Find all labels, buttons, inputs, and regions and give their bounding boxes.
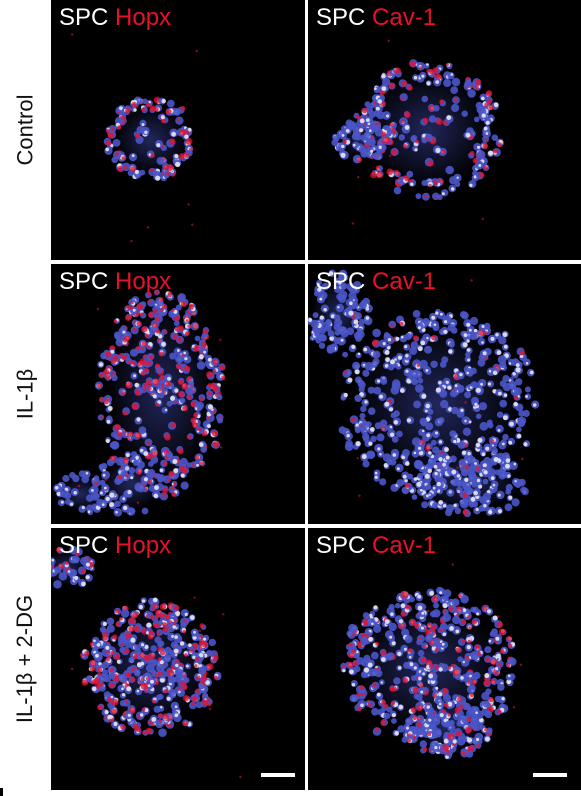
panel-il1b-2dg-hopx: SPC Hopx: [51, 528, 305, 790]
marker-b-label: Hopx: [115, 532, 171, 559]
marker-b-label: Hopx: [115, 4, 171, 31]
marker-a-label: SPC: [59, 532, 108, 559]
marker-a-label: SPC: [316, 4, 365, 31]
panel-il1b-hopx: SPC Hopx: [51, 264, 305, 524]
panel-label: SPC Hopx: [59, 4, 171, 32]
panel-label: SPC Hopx: [59, 532, 171, 560]
panel-label: SPC Cav-1: [316, 268, 436, 296]
marker-b-label: Hopx: [115, 268, 171, 295]
marker-b-label: Cav-1: [372, 268, 436, 295]
marker-a-label: SPC: [59, 4, 108, 31]
micrograph-image: [51, 528, 305, 790]
scale-bar: [533, 773, 567, 777]
panel-letter-fragment: [0, 788, 3, 796]
row-label-il1b: IL-1β: [0, 264, 50, 524]
panel-label: SPC Hopx: [59, 268, 171, 296]
row-label-text: IL-1β + 2-DG: [12, 595, 38, 723]
panel-control-hopx: SPC Hopx: [51, 0, 305, 260]
panel-control-cav1: SPC Cav-1: [308, 0, 581, 260]
marker-a-label: SPC: [316, 532, 365, 559]
panel-label: SPC Cav-1: [316, 4, 436, 32]
micrograph-image: [51, 264, 305, 524]
marker-b-label: Cav-1: [372, 4, 436, 31]
scale-bar: [261, 773, 295, 777]
micrograph-image: [308, 264, 581, 524]
marker-b-label: Cav-1: [372, 532, 436, 559]
row-label-text: IL-1β: [12, 369, 38, 420]
row-label-il1b-2dg: IL-1β + 2-DG: [0, 528, 50, 790]
marker-a-label: SPC: [316, 268, 365, 295]
row-label-control: Control: [0, 0, 50, 260]
row-label-text: Control: [12, 95, 38, 166]
marker-a-label: SPC: [59, 268, 108, 295]
panel-il1b-2dg-cav1: SPC Cav-1: [308, 528, 581, 790]
micrograph-image: [308, 0, 581, 260]
panel-label: SPC Cav-1: [316, 532, 436, 560]
micrograph-image: [51, 0, 305, 260]
micrograph-image: [308, 528, 581, 790]
panel-il1b-cav1: SPC Cav-1: [308, 264, 581, 524]
